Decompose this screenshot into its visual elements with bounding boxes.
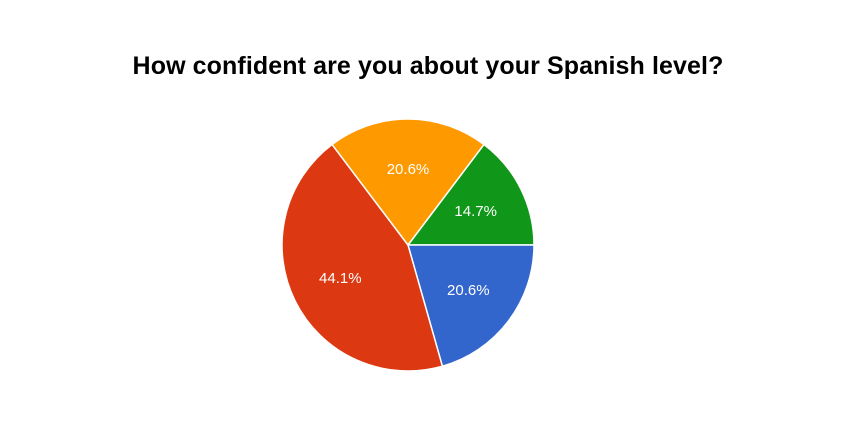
slice-label-0: 14.7% bbox=[454, 203, 497, 220]
chart-title: How confident are you about your Spanish… bbox=[132, 52, 724, 80]
slice-label-3: 20.6% bbox=[387, 161, 430, 178]
pie-slice-1 bbox=[407, 244, 535, 367]
pie-slice-0 bbox=[407, 143, 535, 246]
pie-slice-3 bbox=[331, 118, 485, 246]
slice-label-1: 20.6% bbox=[447, 282, 490, 299]
pie-slice-2 bbox=[281, 143, 444, 372]
slice-label-2: 44.1% bbox=[319, 270, 362, 287]
